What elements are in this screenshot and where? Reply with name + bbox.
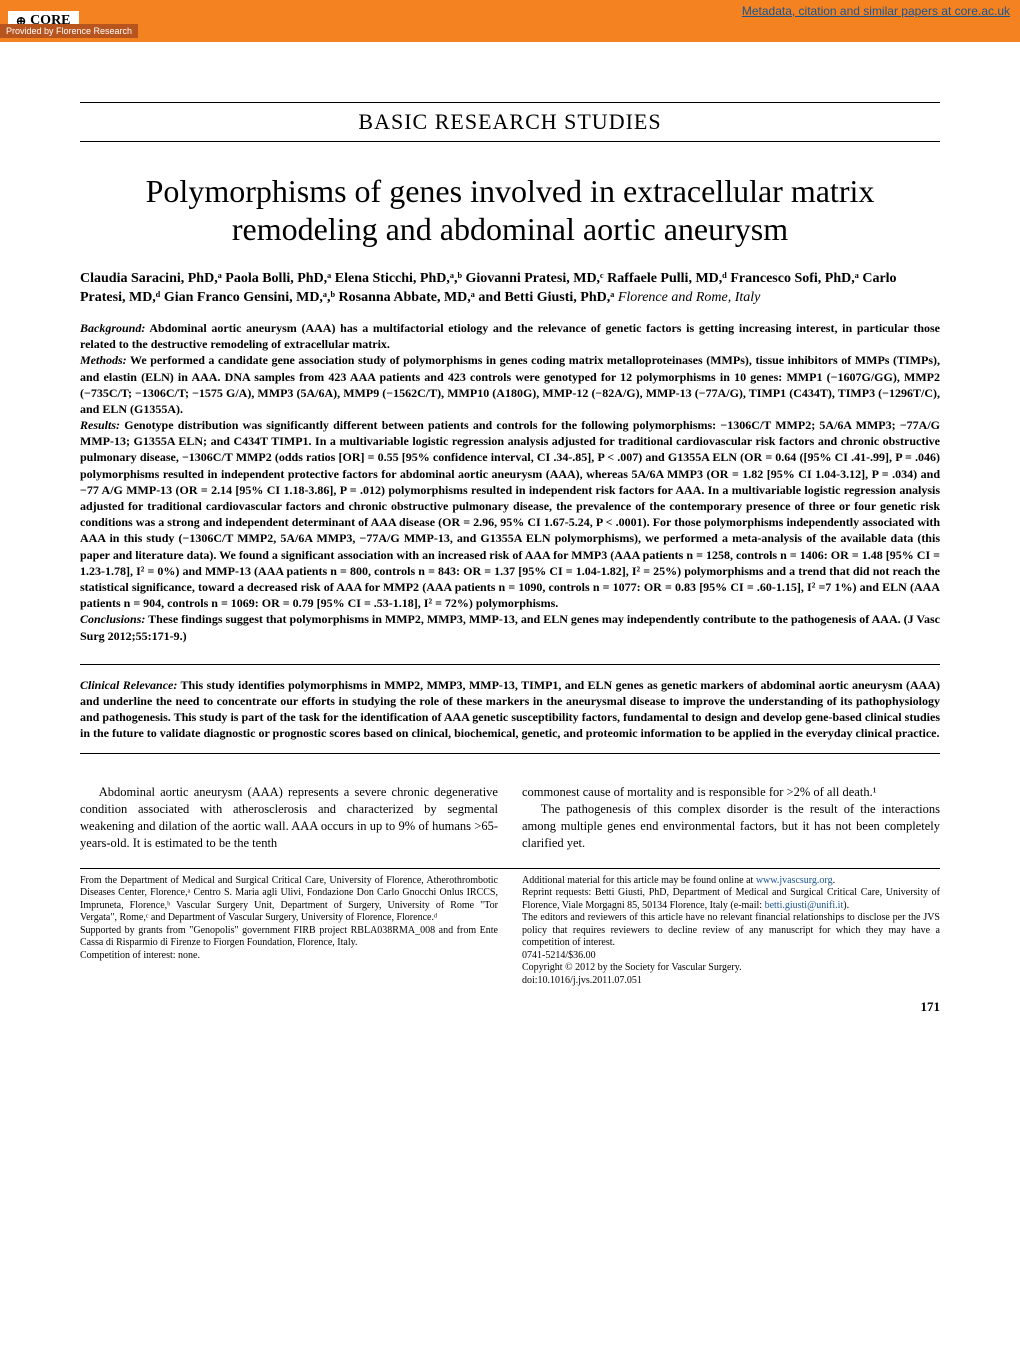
results-label: Results: [80, 418, 120, 432]
section-header: BASIC RESEARCH STUDIES [80, 102, 940, 142]
body-col-right: commonest cause of mortality and is resp… [522, 784, 940, 852]
relevance-label: Clinical Relevance: [80, 678, 177, 692]
background-label: Background: [80, 321, 145, 335]
fn-reprint-pre: Reprint requests: Betti Giusti, PhD, Dep… [522, 887, 940, 911]
body-p2b: The pathogenesis of this complex disorde… [522, 801, 940, 852]
results-text: Genotype distribution was significantly … [80, 418, 940, 610]
core-provided-label: Provided by Florence Research [0, 24, 138, 38]
article-title: Polymorphisms of genes involved in extra… [80, 172, 940, 249]
fn-reprint-post: ). [843, 900, 849, 911]
core-banner: ⊕ CORE Metadata, citation and similar pa… [0, 0, 1020, 42]
authors-location: Florence and Rome, Italy [618, 290, 761, 305]
fn-reprint: Reprint requests: Betti Giusti, PhD, Dep… [522, 887, 940, 912]
relevance-text: This study identifies polymorphisms in M… [80, 678, 940, 741]
authors-names: Claudia Saracini, PhD,ᵃ Paola Bolli, PhD… [80, 271, 897, 306]
page-number: 171 [80, 999, 940, 1015]
body-col-left: Abdominal aortic aneurysm (AAA) represen… [80, 784, 498, 852]
core-metadata-link[interactable]: Metadata, citation and similar papers at… [742, 4, 1010, 18]
authors-line: Claudia Saracini, PhD,ᵃ Paola Bolli, PhD… [80, 269, 940, 308]
body-p1: Abdominal aortic aneurysm (AAA) represen… [80, 784, 498, 852]
fn-dot: . [833, 875, 836, 886]
page-content: BASIC RESEARCH STUDIES Polymorphisms of … [0, 42, 1020, 1045]
fn-supported: Supported by grants from "Genopolis" gov… [80, 925, 498, 950]
fn-editors: The editors and reviewers of this articl… [522, 912, 940, 950]
fn-copyright: Copyright © 2012 by the Society for Vasc… [522, 962, 940, 975]
email-link[interactable]: betti.giusti@unifi.it [765, 900, 844, 911]
footnote-col-left: From the Department of Medical and Surgi… [80, 875, 498, 988]
clinical-relevance-block: Clinical Relevance: This study identifie… [80, 664, 940, 755]
fn-doi: doi:10.1016/j.jvs.2011.07.051 [522, 975, 940, 988]
abstract-block: Background: Abdominal aortic aneurysm (A… [80, 320, 940, 644]
fn-competition: Competition of interest: none. [80, 950, 498, 963]
methods-text: We performed a candidate gene associatio… [80, 353, 940, 416]
fn-issn: 0741-5214/$36.00 [522, 950, 940, 963]
body-p2a: commonest cause of mortality and is resp… [522, 784, 940, 801]
methods-label: Methods: [80, 353, 127, 367]
footnotes: From the Department of Medical and Surgi… [80, 868, 940, 988]
fn-from: From the Department of Medical and Surgi… [80, 875, 498, 925]
conclusions-text: These findings suggest that polymorphism… [80, 612, 940, 642]
conclusions-label: Conclusions: [80, 612, 145, 626]
footnote-col-right: Additional material for this article may… [522, 875, 940, 988]
fn-additional-pre: Additional material for this article may… [522, 875, 756, 886]
jvascsurg-link[interactable]: www.jvascsurg.org [756, 875, 833, 886]
body-columns: Abdominal aortic aneurysm (AAA) represen… [80, 784, 940, 852]
background-text: Abdominal aortic aneurysm (AAA) has a mu… [80, 321, 940, 351]
fn-additional: Additional material for this article may… [522, 875, 940, 888]
